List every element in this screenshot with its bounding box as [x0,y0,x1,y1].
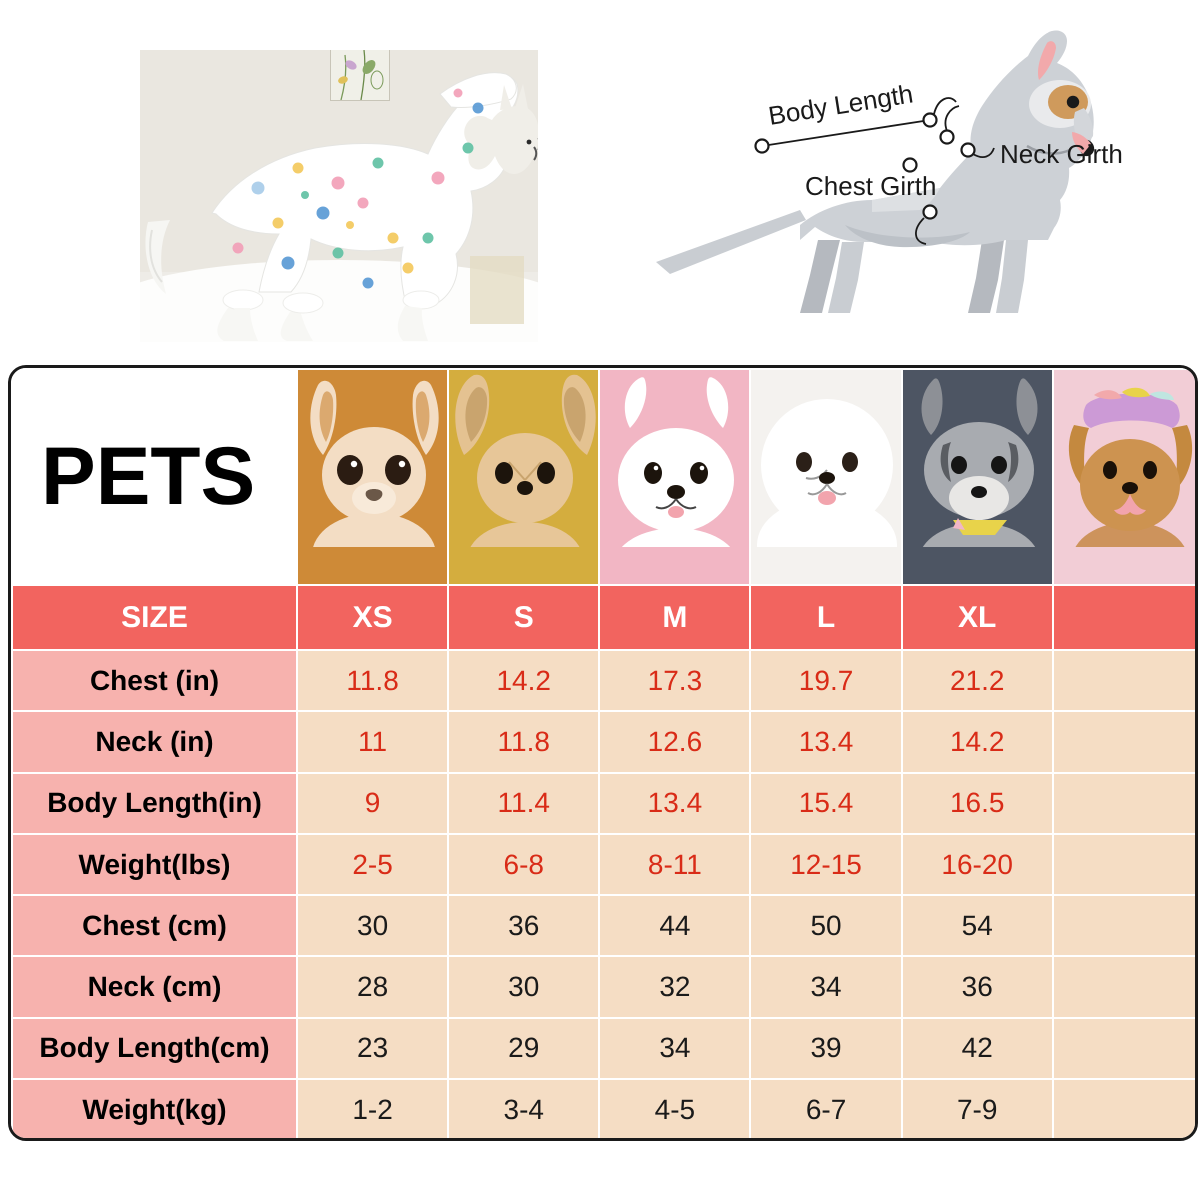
svg-text:Body Length: Body Length [766,78,915,130]
svg-text:Chest Girth: Chest Girth [805,171,937,201]
svg-text:Neck Girth: Neck Girth [1000,139,1123,169]
